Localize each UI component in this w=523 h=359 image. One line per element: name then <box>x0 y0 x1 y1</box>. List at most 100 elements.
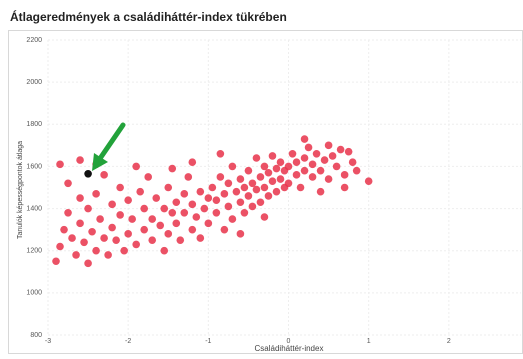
point <box>80 238 88 247</box>
point <box>160 246 169 255</box>
point <box>344 147 353 156</box>
point <box>164 183 173 192</box>
point <box>104 251 112 259</box>
point <box>328 152 337 160</box>
point <box>364 177 373 185</box>
point <box>56 160 64 169</box>
point <box>220 190 229 198</box>
point <box>204 194 213 202</box>
point <box>324 141 333 150</box>
point <box>112 236 120 244</box>
point <box>76 219 84 228</box>
point <box>264 192 273 200</box>
point <box>140 225 149 234</box>
point <box>316 187 325 196</box>
point <box>196 234 205 242</box>
point <box>216 149 225 158</box>
point <box>296 183 305 192</box>
point <box>92 190 100 198</box>
point <box>260 162 269 171</box>
point <box>236 230 245 238</box>
point <box>176 236 185 244</box>
point <box>212 208 221 217</box>
point <box>304 143 313 152</box>
point <box>224 179 233 188</box>
point <box>240 183 249 192</box>
point <box>288 149 297 158</box>
point <box>148 236 157 244</box>
point <box>300 135 309 143</box>
point <box>256 198 265 207</box>
point <box>316 166 325 175</box>
point <box>72 251 80 259</box>
point <box>228 162 237 171</box>
point <box>208 183 217 192</box>
point <box>276 175 285 183</box>
point <box>324 175 333 183</box>
point <box>284 162 293 171</box>
point <box>144 173 153 181</box>
point <box>252 185 261 194</box>
y-axis-label: Tanulók képességpontok átlaga <box>17 141 24 239</box>
point <box>188 225 197 234</box>
x-axis-label: Családiháttér-index <box>255 344 324 353</box>
point <box>244 192 253 200</box>
point <box>92 246 100 255</box>
point <box>164 230 173 238</box>
point <box>220 225 229 234</box>
point <box>352 166 361 175</box>
point <box>124 230 132 238</box>
point <box>188 200 197 209</box>
point <box>64 208 72 217</box>
chart-title: Átlageredmények a családiháttér-index tü… <box>10 9 287 24</box>
point <box>268 152 277 160</box>
point <box>172 198 181 207</box>
point <box>116 211 124 219</box>
point <box>140 204 149 213</box>
point <box>300 154 309 162</box>
point <box>108 223 116 232</box>
y-tick-label: 1800 <box>26 121 42 128</box>
y-tick-label: 2000 <box>26 79 42 86</box>
y-tick-label: 1200 <box>26 248 42 255</box>
arrow <box>92 122 126 171</box>
point <box>192 213 201 221</box>
point <box>196 187 205 196</box>
point <box>76 194 84 202</box>
point <box>64 179 72 188</box>
point <box>100 171 108 179</box>
point <box>180 190 189 198</box>
point <box>84 259 92 268</box>
plot-area: 800 1000 1200 1400 1600 1800 2000 2200 -3 -2 -1 0 1 2 <box>26 37 521 345</box>
point <box>284 179 293 188</box>
point <box>152 194 161 202</box>
point <box>292 171 301 179</box>
point <box>336 145 345 154</box>
point <box>124 196 132 204</box>
point <box>168 164 177 173</box>
point <box>216 173 225 181</box>
point <box>244 166 253 175</box>
point <box>236 198 245 207</box>
point <box>56 242 64 251</box>
highlight-point <box>84 170 92 178</box>
arrow-shaft <box>96 122 126 163</box>
point <box>128 215 136 223</box>
arrow-head <box>92 153 108 171</box>
point <box>76 156 84 164</box>
point <box>228 215 237 223</box>
point <box>252 154 261 162</box>
point <box>188 158 197 167</box>
point <box>68 234 76 242</box>
point <box>308 173 317 181</box>
point <box>272 187 281 196</box>
point <box>272 164 281 173</box>
x-tick-label: 2 <box>447 338 451 345</box>
point <box>276 158 285 167</box>
point <box>256 173 265 181</box>
x-tick-label: -2 <box>125 338 131 345</box>
point <box>312 149 321 158</box>
point <box>212 196 221 204</box>
point <box>132 162 140 171</box>
